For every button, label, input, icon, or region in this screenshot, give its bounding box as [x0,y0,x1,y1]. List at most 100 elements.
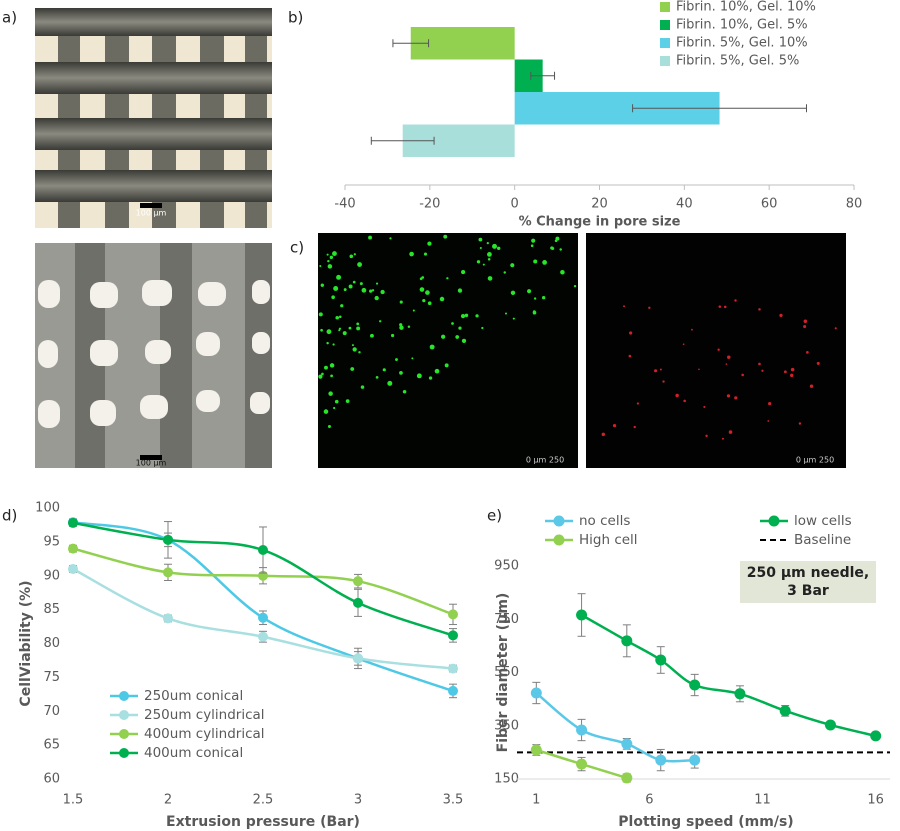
cell-dot [353,253,356,256]
legend-label: Baseline [794,532,851,548]
cell-dot [320,283,324,287]
x-tick-label: 2 [164,793,172,808]
cell-dot [444,363,449,368]
point [68,517,78,528]
cell-dot [698,368,700,371]
cell-dot [654,369,658,373]
cell-dot [559,248,562,251]
point [576,724,588,736]
cell-dot [340,304,344,308]
legend-label: Fibrin. 5%, Gel. 10% [676,36,808,51]
legend-label: Fibrin. 5%, Gel. 5% [676,54,799,69]
cell-dot [457,288,463,293]
legend-marker [119,748,129,758]
y-tick-label: 85 [43,602,60,617]
point [689,679,701,691]
legend-label: Fibrin. 10%, Gel. 5% [676,18,808,33]
legend-label: 400um cylindrical [144,726,265,742]
cell-dot [368,235,373,240]
cell-dot [327,259,330,263]
point [870,730,882,742]
point [448,663,458,674]
cell-dot [332,343,335,346]
cell-dot [487,258,491,261]
point [530,744,542,756]
error-bar [392,39,430,48]
point [353,597,363,608]
legend-label: low cells [794,513,852,529]
legend-swatch [660,38,670,48]
cell-dot [803,319,808,324]
cell-dot [623,305,626,308]
point [68,563,78,574]
cell-dot [371,289,375,292]
cell-dot [659,368,662,371]
cell-dot [336,274,342,280]
cell-dot [550,246,554,250]
point [258,612,268,623]
cell-dot [783,370,787,374]
legend-marker [119,729,129,739]
scale-bar-label: 100 µm [136,459,167,468]
y-tick-label: 70 [43,704,60,719]
cell-dot [327,424,331,429]
cell-dot [542,296,546,300]
cell-dot [330,374,333,378]
point [163,534,173,545]
cell-dot [458,326,462,330]
cell-dot [734,396,738,400]
cell-dot [439,296,445,302]
cell-dot [721,437,724,440]
cell-dot [326,329,332,335]
cell-dot [416,373,422,379]
cell-dot [479,246,482,250]
x-tick-label: 1 [532,793,540,808]
cell-dot [399,323,403,327]
cell-dot [328,391,333,396]
cell-dot [374,295,379,301]
cell-dot [717,348,720,351]
cell-dot [475,314,479,318]
legend-label: Fibrin. 10%, Gel. 10% [676,0,816,15]
x-tick-label: 3.5 [443,793,464,808]
cell-dot [542,260,547,265]
cell-dot [496,246,501,250]
cell-dot [633,425,636,429]
cell-dot [375,282,379,285]
cell-dot [648,306,651,309]
y-tick-label: 750 [494,612,519,627]
cell-dot [425,290,430,295]
cell-dot [358,351,361,354]
cell-dot [324,365,328,370]
cell-dot [629,331,633,335]
cell-dot [343,288,347,291]
legend-swatch [660,56,670,66]
y-tick-label: 100 [35,501,60,516]
panel-label: b) [288,9,303,27]
cell-dot [395,358,398,361]
cell-dot [487,276,493,281]
cell-dot [530,244,534,247]
cell-dot [816,361,820,365]
cell-dot [533,259,538,264]
y-tick-label: 65 [43,738,60,753]
cell-dot [725,363,728,365]
cell-dot [421,276,425,279]
cell-dot [723,305,727,309]
point [163,613,173,624]
x-tick-label: 80 [846,197,863,212]
cell-dot [360,385,365,389]
cell-dot [326,341,329,345]
point [448,609,458,620]
cell-dot [318,312,323,317]
panel-label: e) [487,507,502,525]
cell-dot [348,284,353,289]
x-tick-label: 16 [867,793,884,808]
cell-dot [380,289,385,295]
cell-dot [487,252,492,257]
cell-dot [434,368,440,374]
cell-dot [734,299,737,302]
cell-dot [531,238,536,243]
cell-dot [636,402,640,405]
